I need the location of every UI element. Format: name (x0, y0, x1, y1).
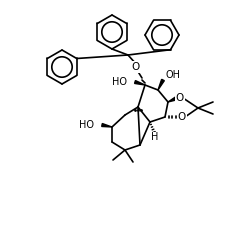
Text: O: O (178, 112, 186, 122)
Polygon shape (158, 79, 164, 90)
Polygon shape (102, 123, 112, 127)
Text: H: H (151, 132, 159, 142)
Polygon shape (168, 96, 178, 102)
Polygon shape (135, 81, 145, 85)
Text: OH: OH (166, 70, 181, 80)
Text: O: O (131, 62, 139, 72)
Text: HO: HO (79, 120, 94, 130)
Text: O: O (176, 93, 184, 103)
Text: HO: HO (112, 77, 127, 87)
